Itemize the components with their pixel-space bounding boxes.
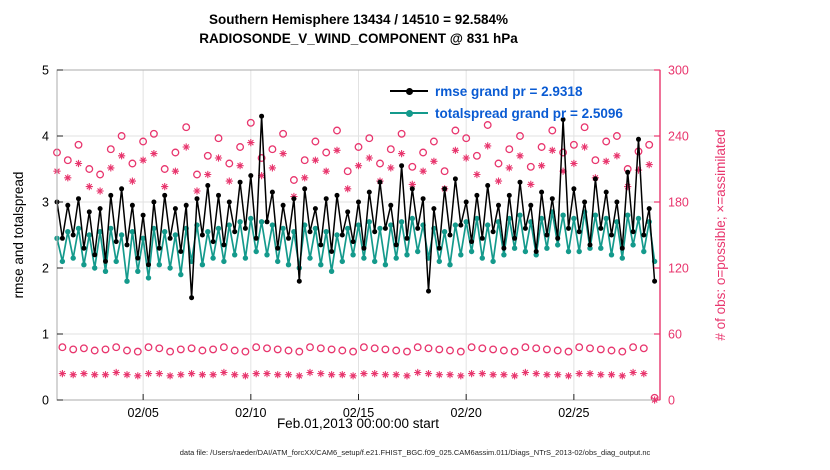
svg-text:02/15: 02/15 [343,406,374,420]
gridlines [57,69,660,401]
svg-text:2: 2 [42,262,49,276]
axes-frame: 0 1 2 3 4 5 0 60 120 180 240 300 02/05 02/10 02/15 02/2… [42,64,689,421]
svg-text:300: 300 [668,64,689,78]
legend: rmse grand pr = 2.9318 totalspread grand… [390,80,623,124]
svg-text:02/10: 02/10 [235,406,266,420]
legend-line-totalspread-icon [390,109,428,117]
svg-text:5: 5 [42,64,49,78]
svg-text:0: 0 [42,394,49,408]
series-possible-obs [53,118,659,402]
svg-text:02/25: 02/25 [558,406,589,420]
svg-text:02/05: 02/05 [128,406,159,420]
series-totalspread [54,209,658,284]
legend-line-rmse-icon [390,87,428,95]
legend-item-totalspread: totalspread grand pr = 2.5096 [390,102,623,124]
chart-subtitle: RADIOSONDE_V_WIND_COMPONENT @ 831 hPa [199,31,518,46]
title-block: Southern Hemisphere 13434 / 14510 = 92.5… [57,10,660,48]
svg-text:120: 120 [668,262,689,276]
data-file-caption: data file: /Users/raeder/DAI/ATM_forcXX/… [179,448,651,457]
x-axis-label: Feb.01,2013 00:00:00 start [276,416,440,431]
svg-text:1: 1 [42,328,49,342]
legend-label-rmse: rmse grand pr = 2.9318 [435,83,583,99]
chart-title: Southern Hemisphere 13434 / 14510 = 92.5… [208,12,509,27]
svg-text:180: 180 [668,196,689,210]
legend-label-totalspread: totalspread grand pr = 2.5096 [435,105,623,121]
legend-item-rmse: rmse grand pr = 2.9318 [390,80,623,102]
svg-text:4: 4 [42,130,49,144]
svg-text:240: 240 [668,130,689,144]
series-assimilated-obs [53,139,659,404]
svg-text:60: 60 [668,328,682,342]
svg-text:3: 3 [42,196,49,210]
svg-text:0: 0 [668,394,675,408]
svg-text:02/20: 02/20 [451,406,482,420]
y-axis-label-left: rmse and totalspread [11,171,26,299]
series-rmse [54,113,658,301]
y-axis-label-right: # of obs: o=possible; ×=assimilated [713,129,728,341]
